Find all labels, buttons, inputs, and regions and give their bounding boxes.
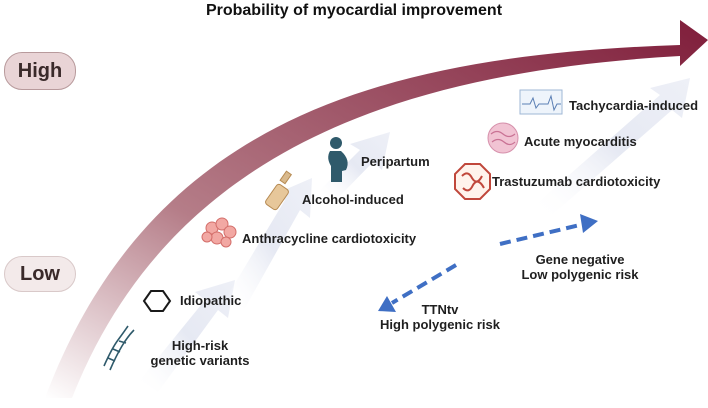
step-arrows — [140, 78, 690, 392]
negative-modifier-line1: TTNtv — [421, 302, 459, 317]
tissue-section-icon — [487, 122, 519, 154]
dna-icon — [103, 325, 135, 371]
label-positive-modifier: Gene negative Low polygenic risk — [510, 252, 650, 282]
label-genetic: High-risk genetic variants — [130, 338, 270, 368]
pregnant-woman-icon — [328, 137, 348, 182]
bottle-icon — [265, 170, 293, 211]
label-genetic-line1: High-risk — [171, 338, 229, 353]
label-trastuzumab: Trastuzumab cardiotoxicity — [492, 174, 661, 189]
label-anthracycline: Anthracycline cardiotoxicity — [242, 231, 417, 246]
label-myocarditis: Acute myocarditis — [524, 134, 637, 149]
scale-high-label: High — [4, 52, 76, 90]
ecg-strip-icon — [519, 89, 563, 115]
negative-modifier-line2: High polygenic risk — [380, 317, 500, 332]
positive-modifier-line2: Low polygenic risk — [521, 267, 639, 282]
cell-cluster-icon — [201, 217, 237, 248]
diagram-title: Probability of myocardial improvement — [205, 2, 503, 19]
positive-modifier-line1: Gene negative — [535, 252, 625, 267]
label-tachycardia: Tachycardia-induced — [569, 98, 699, 113]
probability-arrow — [45, 20, 708, 398]
label-idiopathic: Idiopathic — [180, 293, 242, 308]
label-peripartum: Peripartum — [361, 154, 430, 169]
scale-low-label: Low — [4, 256, 76, 292]
label-genetic-line2: genetic variants — [150, 353, 250, 368]
protein-structure-icon — [454, 163, 491, 200]
label-alcohol: Alcohol-induced — [302, 192, 404, 207]
hexagon-icon — [142, 290, 172, 312]
positive-modifier-arrow — [499, 214, 598, 246]
negative-modifier-arrow — [378, 263, 458, 312]
label-negative-modifier: TTNtv High polygenic risk — [370, 302, 510, 332]
